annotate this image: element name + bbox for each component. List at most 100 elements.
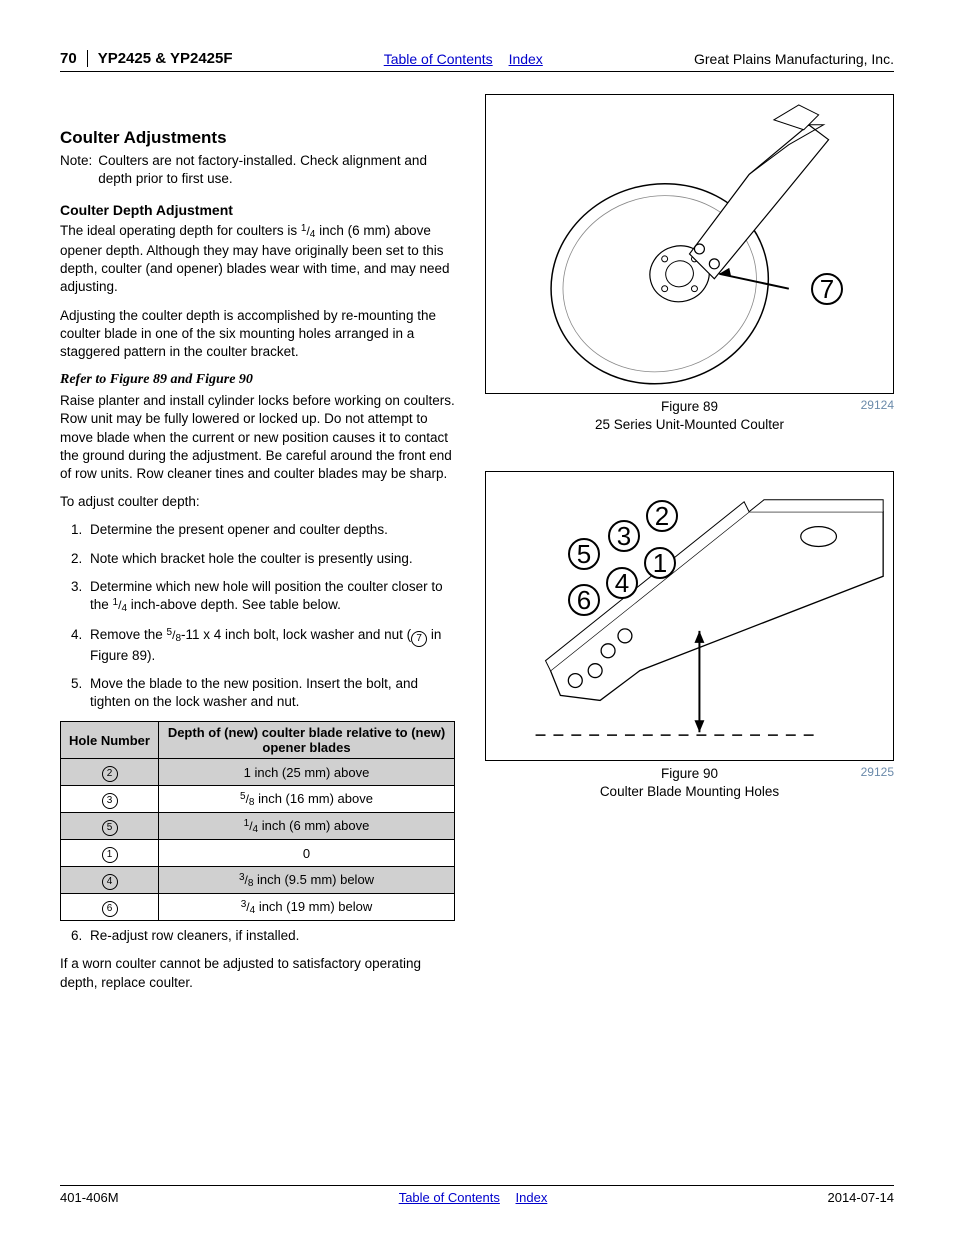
hole-cell: 3 (61, 786, 159, 813)
steps-list-cont: Re-adjust row cleaners, if installed. (60, 927, 455, 945)
figure-89-svg (486, 95, 893, 393)
model-numbers: YP2425 & YP2425F (98, 50, 233, 67)
paragraph-5: If a worn coulter cannot be adjusted to … (60, 955, 455, 991)
right-column: 7 Figure 89 25 Series Unit-Mounted Coult… (485, 88, 894, 1002)
callout-6-icon: 6 (568, 584, 600, 616)
frac-num: 3 (239, 872, 245, 883)
circled-1-icon: 1 (102, 847, 118, 863)
table-row: 6 3/4 inch (19 mm) below (61, 894, 455, 921)
footer-index-link[interactable]: Index (516, 1190, 548, 1205)
s3-b: inch-above depth. See table below. (127, 597, 341, 612)
step-4: Remove the 5/8-11 x 4 inch bolt, lock wa… (86, 626, 455, 665)
left-column: Coulter Adjustments Note: Coulters are n… (60, 88, 455, 1002)
fraction: 3/8 (239, 873, 253, 887)
depth-cell: 5/8 inch (16 mm) above (159, 786, 455, 813)
circled-3-icon: 3 (102, 793, 118, 809)
section-title: Coulter Adjustments (60, 128, 455, 148)
footer-date: 2014-07-14 (827, 1190, 894, 1205)
d-b: inch (9.5 mm) below (253, 872, 374, 887)
paragraph-1: The ideal operating depth for coulters i… (60, 222, 455, 296)
s4-a: Remove the (90, 627, 167, 642)
d-b: inch (6 mm) above (258, 818, 369, 833)
footer-toc-link[interactable]: Table of Contents (399, 1190, 500, 1205)
table-row: 5 1/4 inch (6 mm) above (61, 813, 455, 840)
fig89-label: Figure 89 (661, 399, 718, 414)
footer-doc: 401-406M (60, 1190, 119, 1205)
callout-7-icon: 7 (811, 273, 843, 305)
frac-num: 1 (301, 223, 307, 234)
note-text: Coulters are not factory-installed. Chec… (98, 152, 455, 188)
fraction-1-4: 1/4 (301, 224, 315, 238)
frac-num: 5 (240, 791, 246, 802)
depth-cell: 1/4 inch (6 mm) above (159, 813, 455, 840)
page-number: 70 (60, 50, 88, 67)
header-nav: Table of Contents Index (378, 51, 549, 67)
circled-7-icon: 7 (411, 631, 427, 647)
fraction-5-8: 5/8 (167, 628, 181, 642)
fraction: 3/4 (241, 900, 255, 914)
d-b: inch (16 mm) above (254, 791, 373, 806)
depth-cell: 1 inch (25 mm) above (159, 759, 455, 786)
frac-num: 3 (241, 899, 247, 910)
frac-num: 5 (167, 627, 173, 638)
fig90-code: 29125 (861, 765, 894, 779)
table-row: 3 5/8 inch (16 mm) above (61, 786, 455, 813)
circled-5-icon: 5 (102, 820, 118, 836)
hole-cell: 2 (61, 759, 159, 786)
figure-90-box: 1 2 3 4 5 6 (485, 471, 894, 761)
figure-90-caption: Figure 90 Coulter Blade Mounting Holes 2… (485, 765, 894, 800)
fig90-label: Figure 90 (661, 766, 718, 781)
fig89-code: 29124 (861, 398, 894, 412)
figure-89-box: 7 (485, 94, 894, 394)
step-3: Determine which new hole will position t… (86, 578, 455, 616)
table-row: 4 3/8 inch (9.5 mm) below (61, 867, 455, 894)
circled-2-icon: 2 (102, 766, 118, 782)
depth-cell: 3/4 inch (19 mm) below (159, 894, 455, 921)
figure-89-caption: Figure 89 25 Series Unit-Mounted Coulter… (485, 398, 894, 433)
toc-link[interactable]: Table of Contents (384, 51, 493, 67)
hole-cell: 6 (61, 894, 159, 921)
paragraph-3: Raise planter and install cylinder locks… (60, 392, 455, 483)
th-hole: Hole Number (61, 722, 159, 759)
th-depth: Depth of (new) coulter blade relative to… (159, 722, 455, 759)
refer-line: Refer to Figure 89 and Figure 90 (60, 371, 455, 390)
s4-b: -11 x 4 inch bolt, lock washer and nut ( (181, 627, 411, 642)
d-b: inch (19 mm) below (255, 899, 372, 914)
fraction: 5/8 (240, 792, 254, 806)
callout-5-icon: 5 (568, 538, 600, 570)
depth-adjust-heading: Coulter Depth Adjustment (60, 202, 455, 218)
footer-nav: Table of Contents Index (393, 1190, 554, 1205)
callout-4-icon: 4 (606, 567, 638, 599)
note: Note: Coulters are not factory-installed… (60, 152, 455, 188)
header-left: 70 YP2425 & YP2425F (60, 50, 233, 67)
callout-2-icon: 2 (646, 500, 678, 532)
step-1: Determine the present opener and coulter… (86, 521, 455, 539)
fig89-text: 25 Series Unit-Mounted Coulter (595, 417, 784, 432)
callout-1-icon: 1 (644, 547, 676, 579)
page-header: 70 YP2425 & YP2425F Table of Contents In… (60, 50, 894, 72)
fig90-text: Coulter Blade Mounting Holes (600, 784, 779, 799)
index-link[interactable]: Index (509, 51, 543, 67)
circled-6-icon: 6 (102, 901, 118, 917)
figure-90-svg (486, 472, 893, 760)
fraction: 1/4 (244, 819, 258, 833)
company-name: Great Plains Manufacturing, Inc. (694, 51, 894, 67)
depth-table: Hole Number Depth of (new) coulter blade… (60, 721, 455, 921)
step-2: Note which bracket hole the coulter is p… (86, 550, 455, 568)
frac-num: 1 (244, 818, 250, 829)
table-row: 1 0 (61, 840, 455, 867)
step-6: Re-adjust row cleaners, if installed. (86, 927, 455, 945)
paragraph-4: To adjust coulter depth: (60, 493, 455, 511)
hole-cell: 4 (61, 867, 159, 894)
table-row: 2 1 inch (25 mm) above (61, 759, 455, 786)
paragraph-2: Adjusting the coulter depth is accomplis… (60, 307, 455, 362)
depth-cell: 0 (159, 840, 455, 867)
circled-4-icon: 4 (102, 874, 118, 890)
frac-num: 1 (113, 597, 119, 608)
page-footer: 401-406M Table of Contents Index 2014-07… (60, 1185, 894, 1205)
depth-cell: 3/8 inch (9.5 mm) below (159, 867, 455, 894)
steps-list: Determine the present opener and coulter… (60, 521, 455, 711)
step-5: Move the blade to the new position. Inse… (86, 675, 455, 711)
fraction-1-4-b: 1/4 (113, 598, 127, 612)
callout-3-icon: 3 (608, 520, 640, 552)
